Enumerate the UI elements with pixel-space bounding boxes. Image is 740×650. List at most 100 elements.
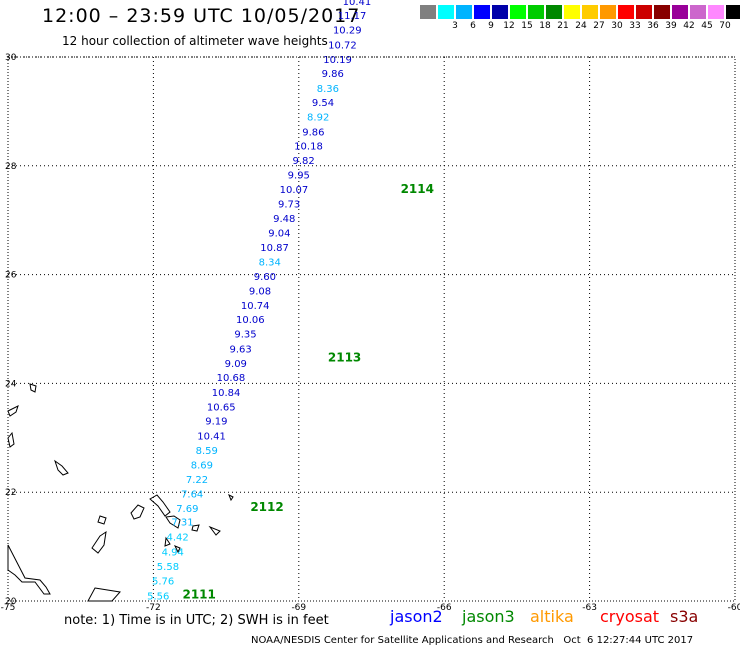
- wave-height-label: 9.95: [288, 170, 310, 181]
- wave-height-label: 7.69: [176, 504, 198, 515]
- pass-number-label: 2113: [328, 351, 361, 365]
- wave-height-label: 7.22: [186, 475, 208, 486]
- mission-label-altika: altika: [530, 607, 574, 626]
- latitude-tick-label: 24: [5, 379, 17, 389]
- credit-line: NOAA/NESDIS Center for Satellite Applica…: [251, 635, 694, 646]
- latitude-tick-label: 26: [5, 271, 17, 281]
- colorbar-label: 21: [557, 21, 569, 31]
- colorbar-swatch: [672, 5, 688, 19]
- colorbar-swatch: [654, 5, 670, 19]
- land-outline: [87, 587, 121, 602]
- wave-height-label: 10.87: [260, 243, 289, 254]
- colorbar-swatch: [618, 5, 634, 19]
- wave-height-label: 11.17: [338, 11, 367, 22]
- latitude-tick-label: 20: [5, 597, 17, 607]
- wave-height-label: 10.07: [280, 185, 309, 196]
- wave-height-label: 9.54: [312, 98, 334, 109]
- colorbar-swatch: [474, 5, 490, 19]
- colorbar-label: 39: [665, 21, 677, 31]
- wave-height-label: 8.34: [259, 257, 281, 268]
- wave-height-label: 9.48: [273, 214, 295, 225]
- longitude-tick-label: -75: [1, 603, 16, 613]
- longitude-tick-label: -66: [437, 603, 452, 613]
- wave-height-label: 4.94: [162, 547, 184, 558]
- colorbar-swatch: [528, 5, 544, 19]
- plot-frame: [7, 56, 736, 602]
- land-outline: [7, 431, 15, 448]
- mission-label-jason3: jason3: [462, 607, 515, 626]
- colorbar-label: 27: [593, 21, 605, 31]
- wave-height-label: 10.18: [294, 141, 323, 152]
- longitude-tick-label: -63: [582, 603, 597, 613]
- colorbar-swatch: [708, 5, 724, 19]
- latitude-tick-label: 28: [5, 162, 17, 172]
- land-outline: [165, 515, 181, 529]
- land-outline: [91, 530, 107, 554]
- colorbar-label: 33: [629, 21, 641, 31]
- mission-label-cryosat: cryosat: [600, 607, 660, 626]
- colorbar-label: 36: [647, 21, 659, 31]
- wave-height-label: 10.84: [212, 388, 241, 399]
- wave-height-label: 5.56: [147, 591, 169, 602]
- wave-height-label: 10.19: [323, 55, 352, 66]
- land-outline: [97, 515, 107, 525]
- longitude-tick-label: -60: [728, 603, 740, 613]
- colorbar-swatch: [564, 5, 580, 19]
- longitude-tick-label: -69: [291, 603, 306, 613]
- colorbar-label: 45: [701, 21, 713, 31]
- colorbar-swatch: [492, 5, 508, 19]
- wave-height-label: 9.86: [322, 69, 344, 80]
- colorbar-swatch: [690, 5, 706, 19]
- colorbar-swatch: [726, 5, 740, 19]
- colorbar-swatch: [420, 5, 436, 19]
- colorbar-swatch: [438, 5, 454, 19]
- land-outline: [173, 545, 181, 554]
- wave-height-label: 9.09: [225, 359, 247, 370]
- wave-height-label: 10.65: [207, 403, 236, 414]
- land-outline: [54, 459, 69, 476]
- land-outline: [228, 493, 234, 502]
- wave-height-label: 9.35: [234, 330, 256, 341]
- page-title: 12:00 – 23:59 UTC 10/05/2017: [42, 5, 361, 27]
- colorbar-label: 15: [521, 21, 533, 31]
- land-outline: [7, 544, 51, 595]
- mission-label-s3a: s3a: [670, 607, 699, 626]
- wave-height-label: 8.69: [191, 460, 213, 471]
- wave-height-label: 10.74: [241, 301, 270, 312]
- land-outline: [130, 504, 145, 520]
- wave-height-label: 10.41: [343, 0, 372, 8]
- longitude-tick-label: -72: [146, 603, 161, 613]
- land-outline: [191, 524, 200, 532]
- mission-label-jason2: jason2: [390, 607, 443, 626]
- wave-height-label: 9.08: [249, 287, 271, 298]
- wave-height-label: 8.59: [196, 446, 218, 457]
- land-outline: [164, 536, 171, 547]
- colorbar-swatch: [636, 5, 652, 19]
- wave-height-label: 7.64: [181, 490, 203, 501]
- land-outline: [7, 405, 19, 417]
- colorbar-label: 3: [452, 21, 458, 31]
- wave-height-label: 4.42: [167, 533, 189, 544]
- land-outline: [149, 494, 171, 517]
- wave-height-label: 5.58: [157, 562, 179, 573]
- wave-height-label: 9.04: [268, 229, 290, 240]
- wave-height-label: 5.76: [152, 577, 174, 588]
- wave-height-label: 9.19: [205, 417, 227, 428]
- colorbar-swatch: [600, 5, 616, 19]
- wave-height-label: 8.92: [307, 113, 329, 124]
- land-outline: [29, 383, 37, 393]
- wave-height-label: 9.73: [278, 200, 300, 211]
- wave-height-label: 7.31: [171, 517, 193, 528]
- units-note: note: 1) Time is in UTC; 2) SWH is in fe…: [64, 613, 329, 628]
- colorbar-label: 12: [503, 21, 515, 31]
- colorbar-label: 18: [539, 21, 551, 31]
- latitude-tick-label: 30: [5, 53, 17, 63]
- colorbar-swatch: [456, 5, 472, 19]
- pass-number-label: 2114: [401, 182, 434, 196]
- pass-number-label: 2111: [182, 587, 215, 601]
- colorbar-swatch: [510, 5, 526, 19]
- wave-height-label: 9.60: [254, 272, 276, 283]
- wave-height-label: 9.86: [302, 127, 324, 138]
- wave-height-label: 10.29: [333, 26, 362, 37]
